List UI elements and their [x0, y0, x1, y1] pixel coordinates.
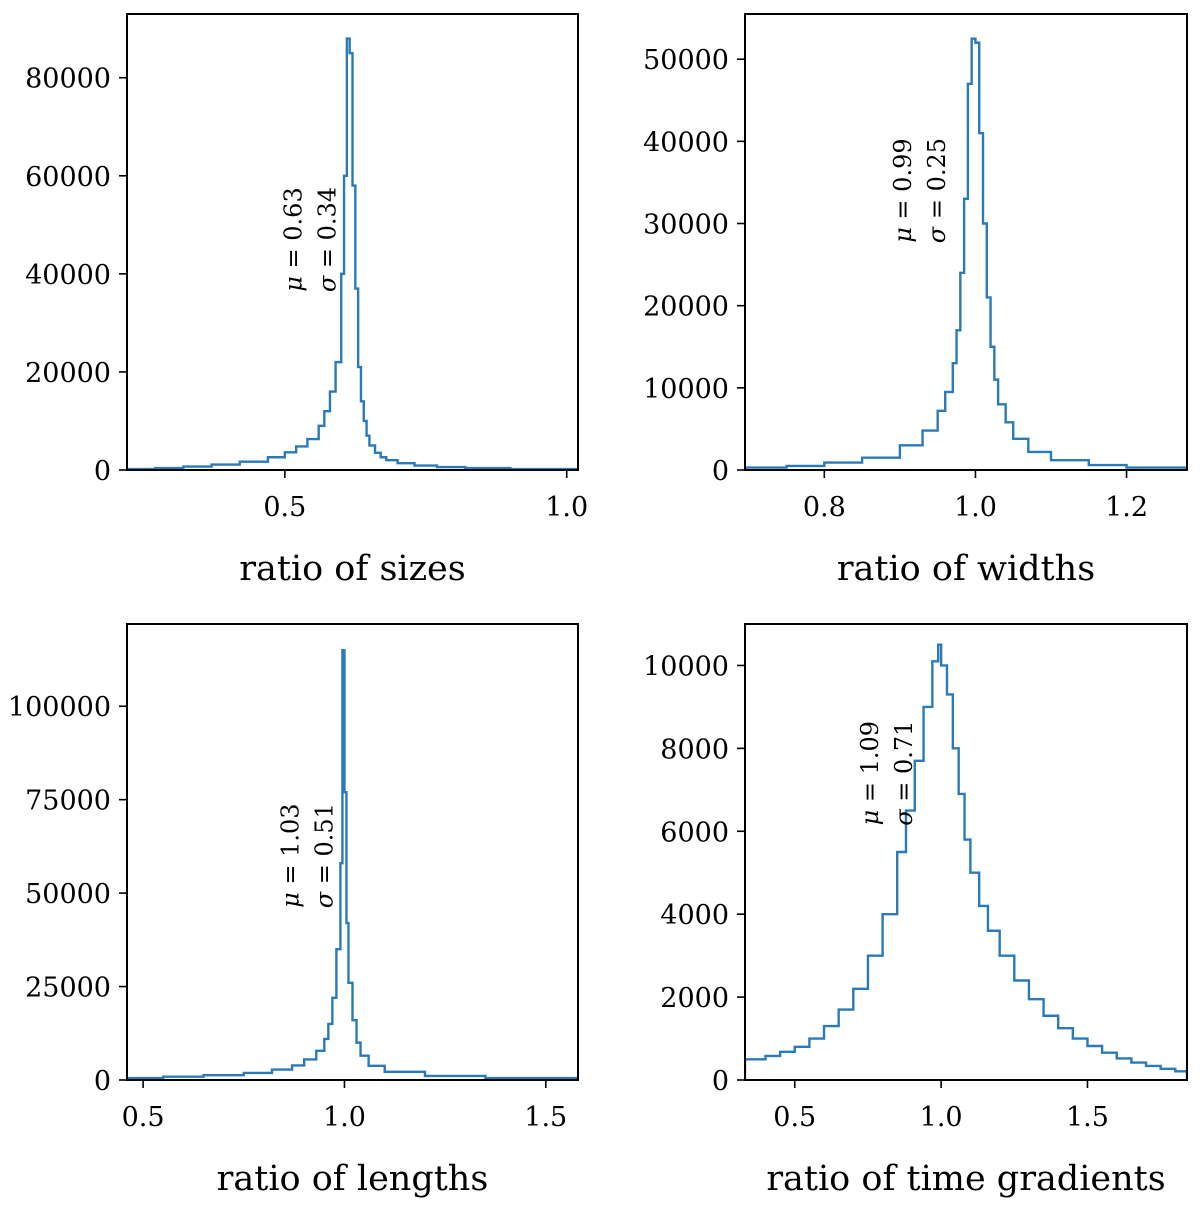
x-tick-label: 1.5	[1066, 1102, 1109, 1133]
x-tick-label: 1.0	[545, 492, 588, 523]
x-tick-label: 1.0	[323, 1102, 366, 1133]
x-tick-label: 1.0	[954, 492, 997, 523]
histogram-series-3	[127, 648, 578, 1080]
y-tick-label: 10000	[643, 374, 729, 405]
axes-frame	[744, 623, 1188, 1081]
y-tick-label: 0	[712, 456, 729, 487]
x-tick-label: 0.5	[122, 1102, 165, 1133]
x-axis-label: ratio of widths	[837, 549, 1095, 589]
y-tick-label: 30000	[643, 210, 729, 241]
x-tick-label: 0.5	[263, 492, 306, 523]
std-annotation: σ = 0.34	[314, 187, 342, 292]
y-tick-label: 4000	[660, 900, 729, 931]
y-tick-label: 0	[94, 1066, 111, 1097]
y-tick-label: 50000	[25, 879, 111, 910]
x-tick-label: 0.8	[803, 492, 846, 523]
y-tick-label: 6000	[660, 817, 729, 848]
x-tick-label: 1.2	[1105, 492, 1148, 523]
axes-frame	[744, 13, 1188, 471]
y-tick-label: 10000	[643, 651, 729, 682]
x-axis-label: ratio of lengths	[217, 1159, 489, 1199]
y-tick-label: 8000	[660, 734, 729, 765]
y-tick-label: 40000	[25, 260, 111, 291]
mean-annotation: μ = 0.63	[280, 187, 308, 291]
y-tick-label: 20000	[643, 292, 729, 323]
y-tick-label: 25000	[25, 973, 111, 1004]
y-tick-label: 75000	[25, 786, 111, 817]
y-tick-label: 60000	[25, 162, 111, 193]
x-tick-label: 0.5	[773, 1102, 816, 1133]
chart-panel-2: 0.8 1.0 1.2 0 10000 20000 30000 40000 50000 ratio…	[643, 13, 1188, 589]
x-tick-label: 1.5	[524, 1102, 567, 1133]
histogram-series-1	[127, 37, 578, 470]
histogram-series-4	[745, 643, 1187, 1080]
y-tick-label: 40000	[643, 127, 729, 158]
std-annotation: σ = 0.25	[923, 138, 951, 243]
mean-annotation: μ = 0.99	[889, 138, 917, 242]
y-tick-label: 0	[712, 1066, 729, 1097]
histogram-series-2	[745, 37, 1187, 470]
y-tick-label: 80000	[25, 64, 111, 95]
std-annotation: σ = 0.71	[890, 721, 918, 826]
y-tick-label: 50000	[643, 45, 729, 76]
y-tick-label: 0	[94, 456, 111, 487]
axes-frame	[126, 623, 579, 1081]
chart-panel-4: 0.5 1.0 1.5 0 2000 4000 6000 8000 10000 ratio of …	[643, 623, 1188, 1199]
mean-annotation: μ = 1.09	[856, 721, 884, 825]
chart-panel-1: 0.5 1.0 0 20000 40000 60000 80000 ratio of size…	[25, 13, 588, 589]
y-tick-label: 100000	[8, 692, 111, 723]
x-axis-label: ratio of sizes	[239, 549, 465, 589]
x-axis-label: ratio of time gradients	[766, 1159, 1165, 1199]
y-tick-label: 2000	[660, 983, 729, 1014]
axes-frame	[126, 13, 579, 471]
mean-annotation: μ = 1.03	[276, 803, 304, 907]
chart-panel-3: 0.5 1.0 1.5 0 25000 50000 75000 100000 ratio of …	[8, 623, 579, 1199]
y-tick-label: 20000	[25, 358, 111, 389]
std-annotation: σ = 0.51	[310, 803, 338, 908]
x-tick-label: 1.0	[920, 1102, 963, 1133]
